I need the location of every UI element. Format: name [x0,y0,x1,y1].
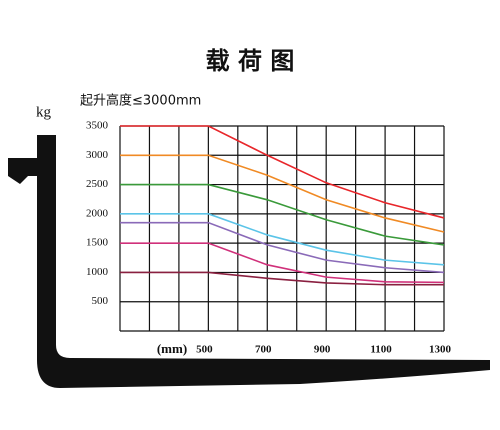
x-tick-label: 700 [255,344,272,356]
y-tick-label: 2000 [86,207,109,219]
x-tick-label: 500 [196,344,213,356]
x-tick-label: 1300 [429,344,452,356]
y-tick-label: 1000 [86,266,109,278]
subtitle: 起升高度≤3000mm [80,93,201,109]
x-axis-label: (mm) [157,341,187,356]
load-curve [120,125,445,219]
chart-title: 载 荷 图 [206,47,295,75]
x-tick-label: 1100 [370,344,392,356]
x-tick-label: 900 [314,344,331,356]
load-curve [120,154,445,233]
load-curve [120,213,445,266]
y-tick-label: 2500 [86,178,109,190]
load-curve [120,221,445,274]
y-tick-label: 3500 [86,120,109,132]
load-curve [120,271,444,286]
y-axis-label: kg [36,104,52,120]
y-tick-label: 500 [92,295,109,307]
fork-tip [8,158,56,184]
fork-shape [37,135,490,388]
load-curve [120,183,445,246]
load-curve [120,242,445,284]
y-tick-label: 3000 [86,149,109,161]
y-tick-label: 1500 [86,237,109,249]
